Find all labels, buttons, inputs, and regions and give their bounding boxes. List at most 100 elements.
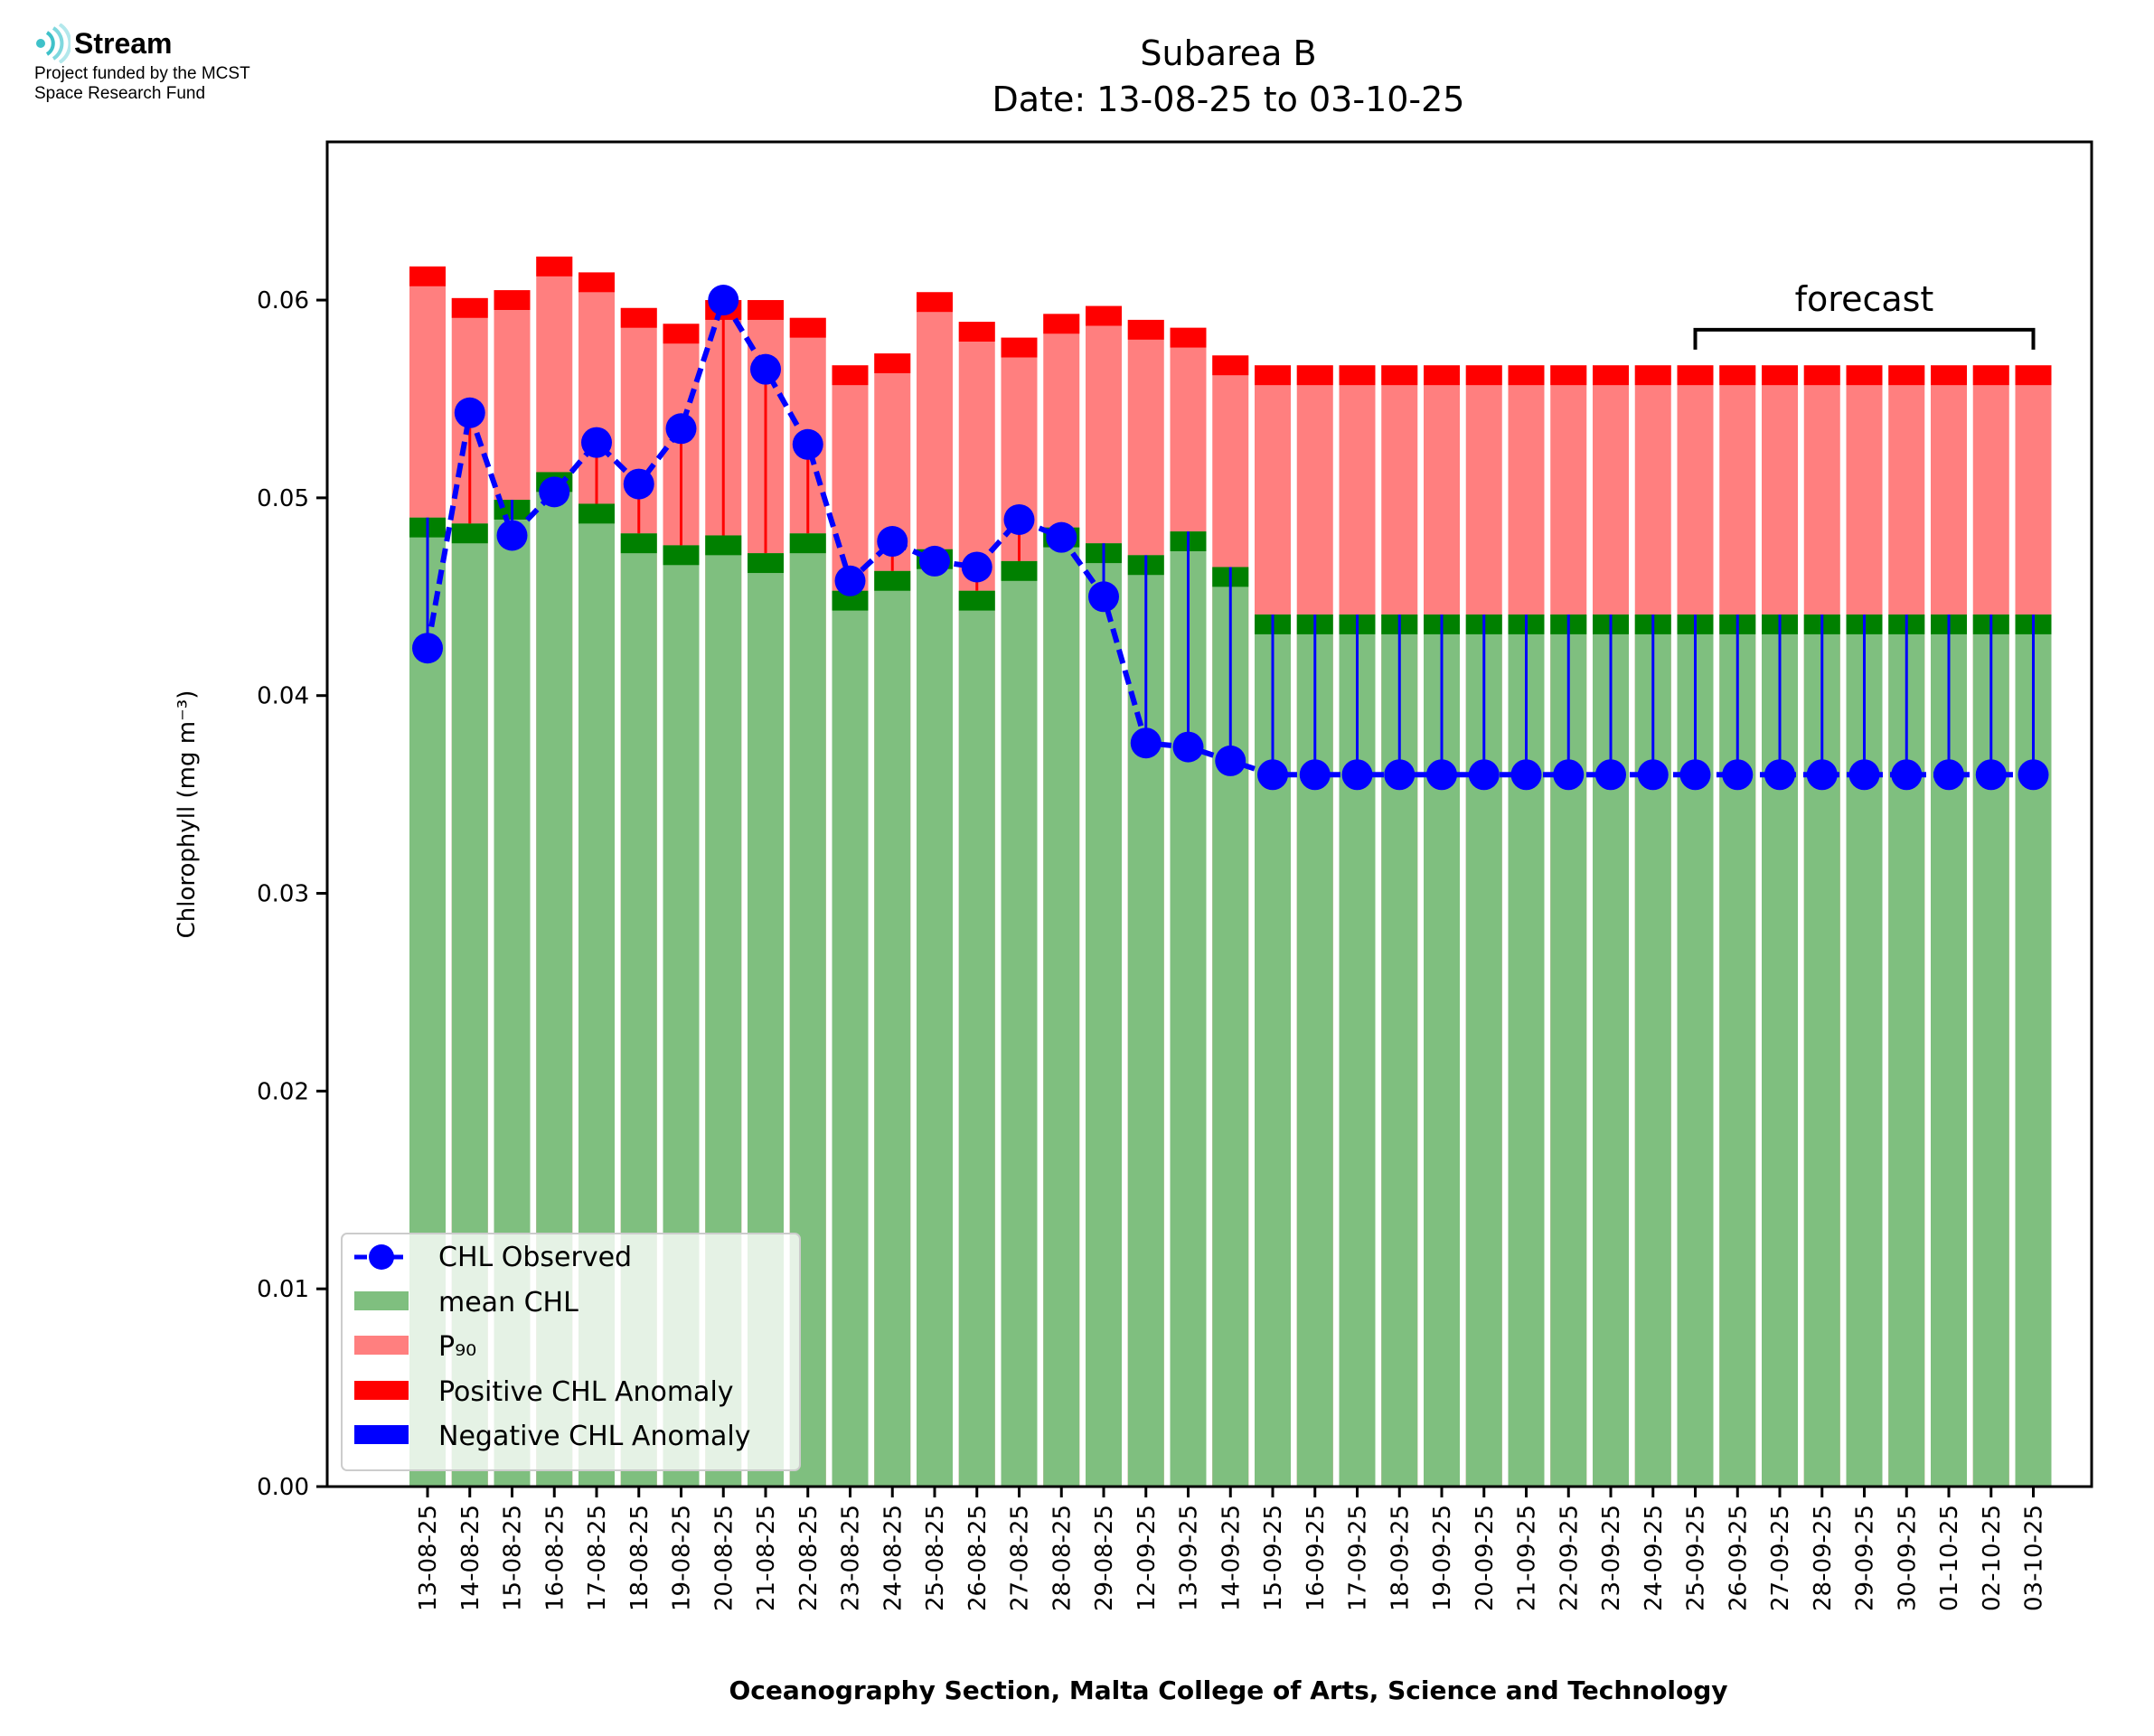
legend: CHL Observed mean CHL P₉₀ Positive CHL A… xyxy=(341,1233,801,1471)
x-tick-label: 15-08-25 xyxy=(500,1505,527,1611)
legend-label: CHL Observed xyxy=(438,1242,632,1273)
observed-point xyxy=(1891,759,1923,791)
x-tick-label: 20-09-25 xyxy=(1472,1505,1499,1611)
mean-bar xyxy=(1001,560,1038,1487)
p90-band xyxy=(1424,365,1460,386)
legend-item-positive: Positive CHL Anomaly xyxy=(354,1376,734,1408)
observed-point xyxy=(1426,759,1457,791)
p90-band xyxy=(789,317,826,338)
x-tick-label: 30-09-25 xyxy=(1894,1505,1921,1611)
x-tick-label: 02-10-25 xyxy=(1979,1505,2006,1611)
p90-band xyxy=(874,353,911,374)
x-tick-label: 16-09-25 xyxy=(1303,1505,1330,1611)
observed-point xyxy=(1637,759,1669,791)
x-tick-label: 29-08-25 xyxy=(1091,1505,1118,1611)
forecast-label: forecast xyxy=(1795,279,1934,319)
mean-band xyxy=(832,590,869,611)
p90-band xyxy=(1296,365,1333,386)
p90-band xyxy=(1043,314,1080,334)
observed-point xyxy=(1848,759,1880,791)
observed-point xyxy=(581,427,612,458)
p90-band xyxy=(1931,365,1967,386)
x-tick-label: 23-08-25 xyxy=(838,1505,865,1611)
observed-point xyxy=(961,551,992,583)
mean-bar xyxy=(1086,543,1122,1487)
chart-title: Subarea B xyxy=(1140,33,1316,73)
bars-layer xyxy=(409,256,2052,1487)
observed-point xyxy=(1595,759,1626,791)
x-tick-label: 18-08-25 xyxy=(626,1505,654,1611)
forecast-annotation: forecast xyxy=(1693,279,2036,350)
x-tick-label: 17-08-25 xyxy=(584,1505,611,1611)
mean-band xyxy=(705,535,742,556)
p90-band xyxy=(1001,337,1038,358)
x-tick-label: 26-08-25 xyxy=(964,1505,992,1611)
x-tick-label: 25-09-25 xyxy=(1683,1505,1710,1611)
p90-band xyxy=(1339,365,1376,386)
x-tick-label: 18-09-25 xyxy=(1387,1505,1414,1611)
observed-point xyxy=(1510,759,1542,791)
observed-point xyxy=(919,545,950,577)
p90-band xyxy=(1550,365,1587,386)
observed-point xyxy=(1468,759,1500,791)
observed-point xyxy=(1933,759,1964,791)
observed-point xyxy=(496,520,528,551)
p90-band xyxy=(1255,365,1291,386)
observed-line-layer xyxy=(412,285,2049,791)
x-tick-label: 24-08-25 xyxy=(879,1505,907,1611)
x-tick-label: 23-09-25 xyxy=(1598,1505,1625,1611)
p90-band xyxy=(1465,365,1502,386)
y-tick-label: 0.01 xyxy=(257,1276,309,1303)
x-tick-label: 19-09-25 xyxy=(1429,1505,1456,1611)
observed-point xyxy=(792,428,823,460)
legend-item-mean: mean CHL xyxy=(354,1287,578,1318)
p90-band xyxy=(832,365,869,386)
x-tick-label: 16-08-25 xyxy=(541,1505,569,1611)
y-tick-label: 0.00 xyxy=(257,1474,309,1501)
p90-band xyxy=(748,300,784,320)
x-tick-label: 17-09-25 xyxy=(1345,1505,1372,1611)
legend-item-negative: Negative CHL Anomaly xyxy=(354,1421,751,1452)
p90-band xyxy=(536,256,573,277)
anomaly-stems-layer xyxy=(426,300,2035,775)
observed-point xyxy=(834,565,866,596)
observed-point xyxy=(665,413,697,445)
y-tick-label: 0.03 xyxy=(257,881,309,908)
x-tick-label: 01-10-25 xyxy=(1936,1505,1963,1611)
observed-point xyxy=(1046,521,1077,553)
mean-band xyxy=(663,545,700,566)
x-tick-label: 12-09-25 xyxy=(1133,1505,1161,1611)
observed-point xyxy=(412,633,443,664)
mean-band xyxy=(1001,560,1038,581)
observed-point xyxy=(623,468,654,500)
legend-item-p90: P₉₀ xyxy=(354,1331,476,1363)
x-tick-label: 20-08-25 xyxy=(710,1505,738,1611)
legend-item-observed: CHL Observed xyxy=(354,1242,632,1273)
p90-band xyxy=(1846,365,1883,386)
p90-band xyxy=(1170,327,1207,348)
observed-point xyxy=(1384,759,1416,791)
x-tick-label: 21-08-25 xyxy=(753,1505,780,1611)
p90-band xyxy=(958,322,995,343)
mean-band xyxy=(578,503,615,524)
legend-label: mean CHL xyxy=(438,1287,578,1318)
x-tick-label: 25-08-25 xyxy=(922,1505,949,1611)
forecast-bracket xyxy=(1693,327,2036,350)
plot-frame xyxy=(325,140,2093,1488)
chart-subtitle: Date: 13-08-25 to 03-10-25 xyxy=(992,80,1465,119)
legend-box xyxy=(341,1233,801,1471)
mean-bar xyxy=(874,570,911,1487)
observed-point xyxy=(877,526,908,558)
legend-label: P₉₀ xyxy=(438,1331,476,1363)
mean-bar xyxy=(958,590,995,1487)
observed-point xyxy=(1553,759,1585,791)
mean-bar xyxy=(1043,527,1080,1487)
observed-point xyxy=(454,397,485,428)
logo-subtitle-2: Space Research Fund xyxy=(34,84,206,103)
x-axis: 13-08-25 14-08-25 15-08-25 16-08-25 17-08-25… xyxy=(415,1487,2048,1611)
observed-point xyxy=(1341,759,1373,791)
x-tick-label: 22-08-25 xyxy=(795,1505,823,1611)
observed-point xyxy=(1975,759,2007,791)
p90-band xyxy=(1972,365,2009,386)
